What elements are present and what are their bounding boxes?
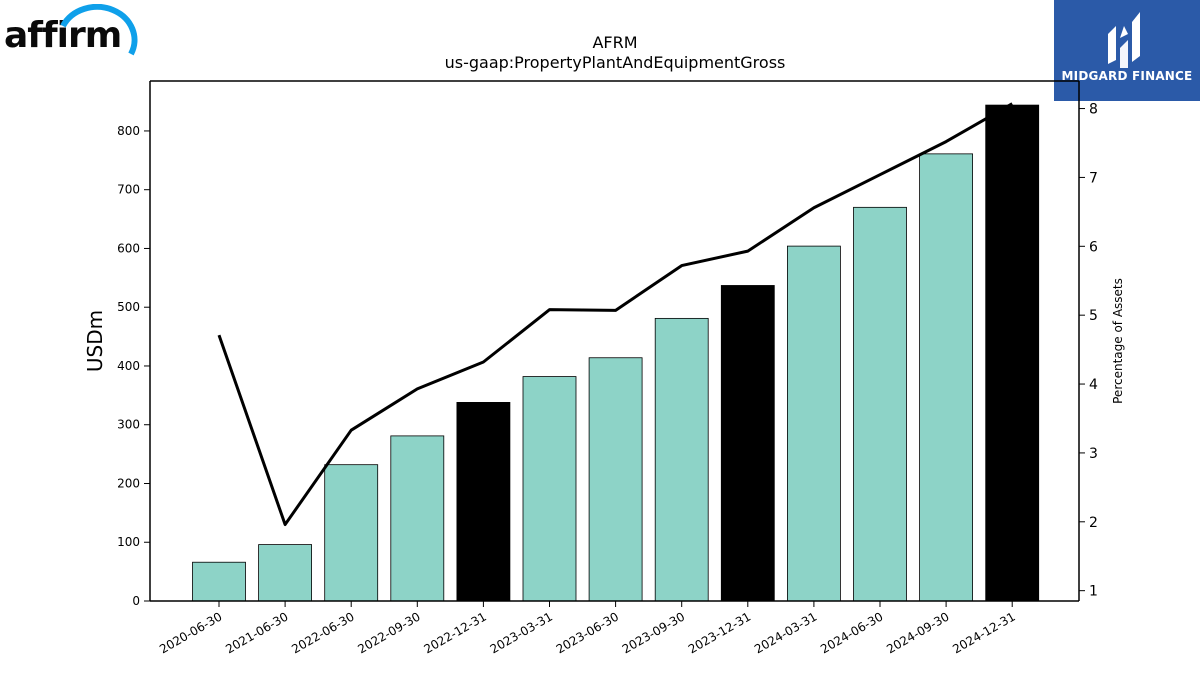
y-axis-label: USDm: [83, 310, 107, 372]
bar-2022-09-30: [390, 435, 445, 602]
bar-2022-12-31: [456, 402, 511, 602]
x-tick-label: 2024-06-30: [818, 609, 885, 656]
y-tick-label: 400: [117, 359, 140, 373]
line-series: [217, 102, 1013, 527]
x-tick-label: 2020-06-30: [157, 609, 224, 656]
y-tick-label: 200: [117, 476, 140, 490]
bar-2023-09-30: [654, 317, 709, 602]
y-tick-label: 0: [132, 594, 140, 608]
y2-tick-label: 5: [1089, 308, 1098, 324]
y2-tick-label: 4: [1089, 377, 1098, 393]
x-tick-label: 2023-09-30: [620, 609, 687, 656]
midgard-finance-logo: MIDGARD FINANCE: [1054, 0, 1200, 101]
x-tick-label: 2022-06-30: [289, 609, 356, 656]
y-tick-label: 800: [117, 124, 140, 138]
x-tick-label: 2023-06-30: [554, 609, 621, 656]
x-tick-label: 2023-03-31: [488, 609, 555, 656]
bar-2020-06-30: [192, 561, 246, 602]
y2-tick-label: 1: [1089, 584, 1098, 600]
midgard-logo-text: MIDGARD FINANCE: [1061, 69, 1193, 83]
bar-2023-03-31: [522, 376, 577, 602]
x-tick-label: 2022-12-31: [421, 609, 488, 656]
bar-2024-09-30: [919, 153, 973, 602]
x-axis-ticks: 2020-06-302021-06-302022-06-302022-09-30…: [157, 601, 1018, 656]
bar-2021-06-30: [258, 544, 313, 602]
affirm-arc-icon: [60, 4, 138, 56]
y-tick-label: 300: [117, 418, 140, 432]
right-axis-ticks: 1 2 3 4 5 6 7 8: [1079, 102, 1098, 600]
bar-2024-12-31: [985, 104, 1040, 602]
x-tick-label: 2024-03-31: [752, 609, 819, 656]
bar-2024-03-31: [787, 245, 841, 602]
affirm-logo: affirm: [4, 4, 138, 60]
y2-axis-label: Percentage of Assets: [1111, 278, 1125, 404]
y2-tick-label: 8: [1089, 102, 1098, 118]
chart-subtitle: us-gaap:PropertyPlantAndEquipmentGross: [445, 53, 786, 72]
percentage-of-assets-line: [217, 102, 1013, 527]
midgard-mark-icon: [1108, 12, 1140, 68]
x-tick-label: 2024-12-31: [950, 609, 1017, 656]
x-tick-label: 2024-09-30: [884, 609, 951, 656]
x-tick-label: 2023-12-31: [686, 609, 753, 656]
x-tick-label: 2021-06-30: [223, 609, 290, 656]
y-tick-label: 500: [117, 300, 140, 314]
y-tick-label: 600: [117, 241, 140, 255]
bar-2022-06-30: [324, 464, 379, 602]
y2-tick-label: 6: [1089, 239, 1098, 255]
y2-tick-label: 3: [1089, 446, 1098, 462]
y2-tick-label: 2: [1089, 515, 1098, 531]
bar-2024-06-30: [853, 206, 907, 602]
y-tick-label: 100: [117, 535, 140, 549]
bar-series: [192, 104, 1040, 602]
left-axis-ticks: 0 100 200 300 400 500 600 700 800: [117, 124, 150, 608]
bar-2023-06-30: [588, 357, 643, 602]
y2-tick-label: 7: [1089, 170, 1098, 186]
x-tick-label: 2022-09-30: [355, 609, 422, 656]
chart-title: AFRM: [592, 33, 637, 52]
bar-2023-12-31: [720, 285, 775, 602]
y-tick-label: 700: [117, 183, 140, 197]
